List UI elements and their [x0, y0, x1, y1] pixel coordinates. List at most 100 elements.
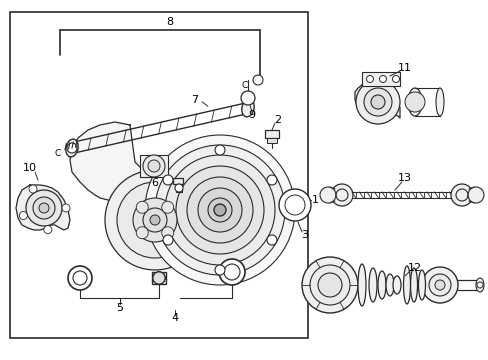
Circle shape	[145, 135, 294, 285]
Circle shape	[105, 170, 204, 270]
Circle shape	[215, 265, 224, 275]
Bar	[264, 130, 279, 138]
Text: C: C	[242, 81, 247, 90]
Circle shape	[175, 184, 183, 192]
Circle shape	[153, 272, 164, 284]
Circle shape	[163, 235, 173, 245]
Circle shape	[404, 92, 424, 112]
Circle shape	[434, 280, 444, 290]
Ellipse shape	[377, 271, 385, 299]
Circle shape	[133, 198, 177, 242]
Circle shape	[162, 227, 173, 239]
Ellipse shape	[435, 88, 443, 116]
Polygon shape	[354, 83, 399, 120]
Ellipse shape	[357, 264, 365, 306]
Circle shape	[39, 203, 49, 213]
Circle shape	[62, 204, 70, 212]
Text: 5: 5	[116, 303, 123, 313]
Text: 9: 9	[248, 110, 255, 120]
Bar	[266, 138, 276, 143]
Circle shape	[363, 88, 391, 116]
Text: 11: 11	[397, 63, 411, 73]
Circle shape	[186, 177, 252, 243]
Circle shape	[150, 215, 160, 225]
Bar	[176, 184, 182, 192]
Polygon shape	[16, 185, 70, 230]
Circle shape	[164, 155, 274, 265]
Bar	[173, 178, 183, 184]
Ellipse shape	[409, 268, 417, 302]
Circle shape	[153, 272, 164, 284]
Ellipse shape	[475, 278, 483, 292]
Circle shape	[428, 274, 450, 296]
Circle shape	[421, 267, 457, 303]
Text: 12: 12	[407, 263, 421, 273]
Circle shape	[266, 235, 276, 245]
Circle shape	[44, 226, 52, 234]
Bar	[361, 72, 399, 86]
Circle shape	[33, 197, 55, 219]
Polygon shape	[70, 122, 220, 234]
Circle shape	[219, 259, 244, 285]
Ellipse shape	[407, 88, 421, 116]
Text: 4: 4	[171, 313, 178, 323]
Circle shape	[366, 76, 373, 82]
Circle shape	[266, 175, 276, 185]
Circle shape	[198, 188, 242, 232]
Text: 3: 3	[301, 230, 308, 240]
Ellipse shape	[418, 270, 425, 300]
Circle shape	[317, 273, 341, 297]
Circle shape	[26, 190, 62, 226]
Circle shape	[153, 272, 164, 284]
Circle shape	[214, 204, 225, 216]
Ellipse shape	[392, 276, 400, 294]
Circle shape	[142, 208, 167, 232]
Circle shape	[153, 272, 164, 284]
Text: 7: 7	[191, 95, 198, 105]
Circle shape	[241, 91, 254, 105]
Circle shape	[153, 272, 164, 284]
Circle shape	[309, 265, 349, 305]
Circle shape	[136, 201, 148, 213]
Circle shape	[20, 212, 27, 220]
Circle shape	[330, 184, 352, 206]
Circle shape	[302, 257, 357, 313]
Bar	[140, 155, 168, 177]
Circle shape	[319, 187, 335, 203]
Circle shape	[162, 201, 173, 213]
Ellipse shape	[368, 268, 376, 302]
Text: 13: 13	[397, 173, 411, 183]
Circle shape	[155, 145, 285, 275]
Circle shape	[153, 272, 164, 284]
Circle shape	[392, 76, 399, 82]
Circle shape	[29, 185, 37, 193]
Circle shape	[215, 145, 224, 155]
Circle shape	[467, 187, 483, 203]
Ellipse shape	[385, 274, 393, 296]
Bar	[152, 272, 165, 284]
Bar	[10, 12, 307, 338]
Circle shape	[117, 182, 193, 258]
Circle shape	[207, 198, 231, 222]
Circle shape	[176, 166, 264, 254]
Circle shape	[450, 184, 472, 206]
Circle shape	[370, 95, 384, 109]
Circle shape	[136, 227, 148, 239]
Circle shape	[279, 189, 310, 221]
Circle shape	[153, 272, 164, 284]
Circle shape	[148, 160, 160, 172]
Text: 10: 10	[23, 163, 37, 173]
Circle shape	[67, 143, 77, 153]
Circle shape	[142, 155, 164, 177]
Circle shape	[163, 175, 173, 185]
Circle shape	[379, 76, 386, 82]
Bar	[404, 280, 434, 290]
Text: 2: 2	[274, 115, 281, 125]
Text: C: C	[55, 149, 61, 158]
Ellipse shape	[242, 99, 254, 117]
Ellipse shape	[66, 139, 78, 157]
Text: 6: 6	[151, 178, 158, 188]
Circle shape	[68, 266, 92, 290]
Circle shape	[252, 75, 263, 85]
Ellipse shape	[403, 266, 409, 304]
